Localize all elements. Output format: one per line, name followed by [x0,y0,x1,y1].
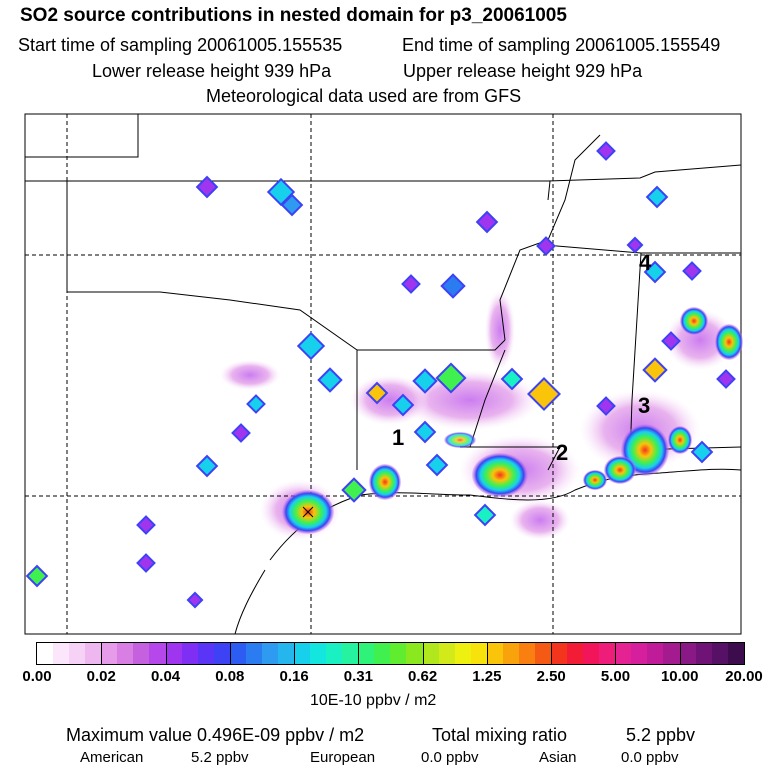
colorbar-units: 10E-10 ppbv / m2 [310,692,437,709]
asian-label: Asian [539,749,577,766]
colorbar-segment [197,643,214,664]
source-marker-label: 3 [638,393,650,418]
colorbar-segment [534,643,551,664]
colorbar-segment [567,643,584,664]
colorbar-segment [679,643,696,664]
colorbar-segment [583,643,600,664]
colorbar-tick-label: 0.00 [22,668,52,685]
max-value-label: Maximum value 0.496E-09 ppbv / m2 [66,725,365,745]
colorbar-segment [261,643,278,664]
release-marker [302,506,314,518]
colorbar-segment [663,643,680,664]
colorbar-segment [85,643,102,664]
colorbar-divider [487,643,488,665]
colorbar-tick-label: 0.62 [408,668,438,685]
colorbar-segment [727,643,744,664]
colorbar-segment [294,643,311,664]
colorbar-segment [37,643,54,664]
colorbar-segment [647,643,664,664]
colorbar-tick-label: 0.31 [343,668,373,685]
colorbar-divider [294,643,295,665]
total-mixing-label: Total mixing ratio [432,725,568,745]
colorbar-segment [69,643,86,664]
total-mixing-value: 5.2 ppbv [626,725,696,745]
colorbar-tick-label: 0.16 [279,668,309,685]
colorbar-segment [615,643,632,664]
colorbar-divider [551,643,552,665]
american-value: 5.2 ppbv [191,749,249,766]
colorbar-segment [518,643,535,664]
upper-height-label: Upper release height 929 hPa [403,61,643,81]
colorbar-segment [422,643,439,664]
source-cells [25,141,736,609]
lower-height-label: Lower release height 939 hPa [92,61,332,81]
european-value: 0.0 ppbv [421,749,479,766]
colorbar-segment [470,643,487,664]
colorbar-segment [502,643,519,664]
end-time-label: End time of sampling 20061005.155549 [402,35,721,55]
colorbar-segment [149,643,166,664]
colorbar-segment [53,643,70,664]
colorbar-tick-label: 0.08 [215,668,245,685]
colorbar-segment [599,643,616,664]
colorbar-segment [711,643,728,664]
colorbar-divider [101,643,102,665]
met-data-label: Meteorological data used are from GFS [206,86,522,106]
european-label: European [310,749,376,766]
colorbar-divider [615,643,616,665]
source-marker-label: 2 [556,440,568,465]
colorbar [36,642,745,665]
colorbar-segment [631,643,648,664]
colorbar-tick-label: 20.00 [725,668,763,685]
colorbar-segment [695,643,712,664]
american-label: American [80,749,144,766]
colorbar-segment [277,643,294,664]
colorbar-divider [423,643,424,665]
start-time-label: Start time of sampling 20061005.155535 [18,35,343,55]
colorbar-segment [165,643,182,664]
colorbar-segment [181,643,198,664]
colorbar-divider [166,643,167,665]
colorbar-segment [374,643,391,664]
colorbar-segment [117,643,134,664]
colorbar-tick-label: 2.50 [536,668,566,685]
colorbar-tick-label: 5.00 [600,668,631,685]
colorbar-segment [390,643,407,664]
colorbar-segment [342,643,359,664]
colorbar-segment [454,643,471,664]
asian-value: 0.0 ppbv [621,749,679,766]
colorbar-segment [438,643,455,664]
plot-frame [24,113,742,635]
colorbar-tick-label: 0.02 [86,668,116,685]
colorbar-divider [680,643,681,665]
colorbar-divider [230,643,231,665]
colorbar-segment [310,643,327,664]
colorbar-segment [486,643,503,664]
colorbar-segment [245,643,262,664]
colorbar-segment [229,643,246,664]
colorbar-tick-label: 0.04 [150,668,181,685]
colorbar-segment [133,643,150,664]
colorbar-segment [213,643,230,664]
colorbar-segment [406,643,423,664]
page-title: SO2 source contributions in nested domai… [20,5,567,26]
colorbar-segment [326,643,343,664]
colorbar-segment [358,643,375,664]
colorbar-divider [358,643,359,665]
colorbar-segment [101,643,118,664]
colorbar-tick-label: 10.00 [660,668,699,685]
source-marker-label: 4 [639,250,652,275]
source-marker-label: 1 [392,425,404,450]
colorbar-tick-label: 1.25 [472,668,502,685]
colorbar-segment [551,643,568,664]
